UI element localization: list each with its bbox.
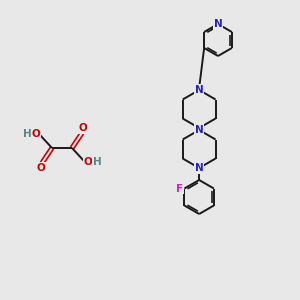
Text: N: N bbox=[214, 19, 222, 29]
Text: F: F bbox=[176, 184, 183, 194]
Text: N: N bbox=[195, 163, 203, 173]
Text: H: H bbox=[93, 157, 101, 167]
Text: O: O bbox=[37, 163, 45, 173]
Text: H: H bbox=[22, 129, 32, 139]
Text: O: O bbox=[79, 123, 87, 133]
Text: O: O bbox=[84, 157, 92, 167]
Text: N: N bbox=[195, 85, 203, 95]
Text: N: N bbox=[195, 125, 203, 135]
Text: O: O bbox=[32, 129, 40, 139]
